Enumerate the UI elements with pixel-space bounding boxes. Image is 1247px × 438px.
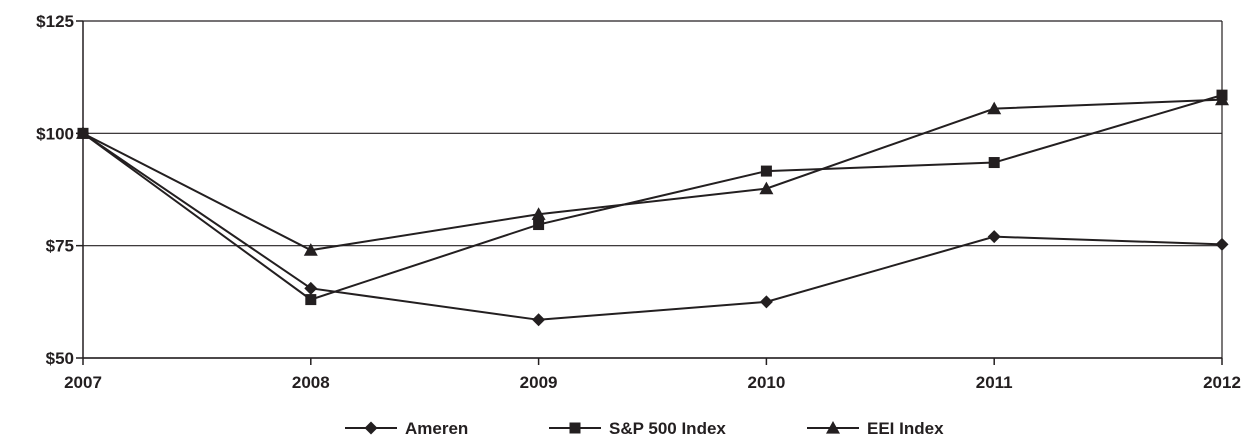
legend-item-eei-index: EEI Index	[807, 419, 944, 438]
y-tick-label: $100	[36, 124, 74, 143]
legend-label: S&P 500 Index	[609, 419, 726, 438]
data-point-eei-index	[76, 126, 90, 139]
data-point-s-p-500-index	[760, 165, 772, 177]
x-tick-label: 2007	[64, 373, 102, 392]
data-point-eei-index	[759, 181, 774, 195]
data-point-eei-index	[303, 243, 318, 256]
data-point-ameren	[304, 281, 318, 295]
data-point-ameren	[987, 230, 1001, 244]
data-point-s-p-500-index	[305, 294, 317, 306]
x-tick-label: 2010	[747, 373, 785, 392]
x-tick-label: 2009	[520, 373, 558, 392]
x-tick-label: 2012	[1203, 373, 1241, 392]
x-tick-label: 2011	[976, 373, 1013, 392]
data-point-eei-index	[531, 207, 546, 220]
y-tick-label: $75	[46, 237, 74, 256]
data-point-s-p-500-index	[988, 157, 1000, 169]
legend-item-ameren: Ameren	[345, 419, 468, 438]
series-eei-index	[76, 92, 1229, 256]
series-layer	[76, 89, 1229, 327]
legend-label: Ameren	[405, 419, 468, 438]
legend-marker-eei-index	[826, 421, 840, 434]
legend-label: EEI Index	[867, 419, 944, 438]
y-tick-label: $50	[46, 349, 74, 368]
x-tick-label: 2008	[292, 373, 330, 392]
legend-marker-s-p-500-index	[569, 422, 581, 434]
data-point-ameren	[1215, 237, 1229, 251]
series-s-p-500-index	[77, 89, 1228, 306]
series-ameren	[76, 126, 1229, 327]
y-tick-label: $125	[36, 12, 74, 31]
series-line-s-p-500-index	[82, 94, 1223, 301]
data-point-s-p-500-index	[533, 219, 545, 231]
grid-lines	[83, 20, 1222, 359]
axes	[82, 21, 1223, 359]
legend-item-s-p-500-index: S&P 500 Index	[549, 419, 726, 438]
data-point-ameren	[759, 295, 773, 309]
legend: Ameren S&P 500 Index EEI Index	[345, 419, 944, 438]
data-point-ameren	[532, 313, 546, 327]
y-axis-ticks: $50 $75 $100 $125	[36, 12, 83, 368]
data-point-eei-index	[987, 101, 1002, 115]
series-line-ameren	[82, 132, 1223, 321]
series-line-eei-index	[82, 98, 1223, 252]
data-point-eei-index	[1215, 92, 1229, 106]
legend-marker-ameren	[364, 421, 378, 435]
x-axis-ticks: 2007 2008 2009 2010 2011 2012	[64, 358, 1241, 392]
